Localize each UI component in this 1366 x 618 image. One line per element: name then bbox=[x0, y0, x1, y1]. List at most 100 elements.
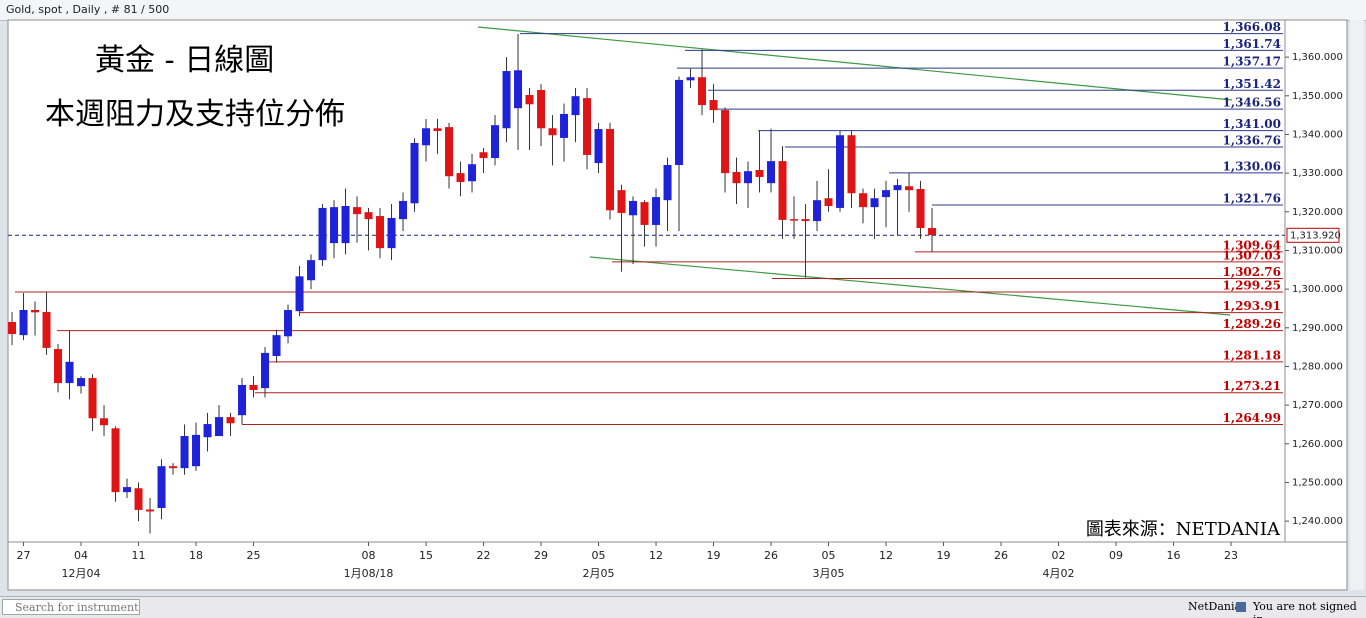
candle-body bbox=[767, 161, 776, 184]
y-tick-label: 1,280.000 bbox=[1292, 361, 1343, 372]
candle-body bbox=[8, 321, 17, 334]
candle-body bbox=[698, 77, 707, 106]
y-tick-label: 1,240.000 bbox=[1292, 516, 1343, 527]
support-label: 1,289.26 bbox=[1223, 317, 1281, 331]
candle-body bbox=[732, 171, 741, 184]
brand: NetDania bbox=[1188, 600, 1242, 613]
candle-body bbox=[134, 488, 143, 510]
scrollbar bbox=[1350, 20, 1364, 590]
y-tick-label: 1,300.000 bbox=[1292, 284, 1343, 295]
candle-body bbox=[123, 487, 132, 493]
candle-body bbox=[836, 135, 845, 208]
x-tick-label: 04 bbox=[74, 549, 88, 562]
chart-subtitle: 本週阻力及支持位分佈 bbox=[45, 97, 345, 132]
candle-body bbox=[870, 198, 879, 208]
resistance-label: 1,366.08 bbox=[1223, 20, 1281, 34]
x-tick-label: 26 bbox=[764, 549, 778, 562]
candle-body bbox=[916, 188, 925, 229]
candle-body bbox=[537, 89, 546, 129]
status-bar: Search for instrument NetDania You are n… bbox=[0, 596, 1366, 618]
candle-body bbox=[824, 198, 833, 206]
resistance-label: 1,321.76 bbox=[1223, 191, 1281, 205]
y-tick-label: 1,290.000 bbox=[1292, 323, 1343, 334]
candle-body bbox=[755, 170, 764, 177]
candle-body bbox=[341, 205, 350, 244]
x-tick-label: 25 bbox=[247, 549, 261, 562]
candle-body bbox=[445, 127, 454, 177]
support-label: 1,299.25 bbox=[1223, 279, 1281, 293]
x-tick-label: 26 bbox=[994, 549, 1008, 562]
x-month-label: 1月08/18 bbox=[344, 567, 394, 580]
support-label: 1,264.99 bbox=[1223, 411, 1281, 425]
candle-body bbox=[31, 310, 40, 313]
candle-body bbox=[514, 70, 523, 109]
candle-body bbox=[387, 217, 396, 249]
candle-body bbox=[606, 129, 615, 211]
resistance-label: 1,357.17 bbox=[1223, 55, 1281, 69]
candle-body bbox=[261, 352, 270, 389]
x-tick-label: 12 bbox=[649, 549, 663, 562]
plot-area bbox=[7, 19, 1286, 543]
x-tick-label: 11 bbox=[132, 549, 146, 562]
candle-body bbox=[617, 190, 626, 213]
sign-in-status[interactable]: You are not signed in. bbox=[1253, 600, 1357, 618]
candle-body bbox=[928, 228, 937, 235]
candle-body bbox=[709, 100, 718, 111]
resistance-label: 1,361.74 bbox=[1223, 37, 1281, 51]
support-label: 1,281.18 bbox=[1223, 348, 1281, 362]
trend-line bbox=[477, 26, 1233, 101]
candle-body bbox=[272, 335, 281, 357]
candle-body bbox=[882, 190, 891, 198]
candle-body bbox=[376, 216, 385, 249]
support-label: 1,309.64 bbox=[1223, 238, 1281, 252]
candle-body bbox=[456, 173, 465, 183]
y-tick-label: 1,350.000 bbox=[1292, 91, 1343, 102]
x-tick-label: 23 bbox=[1224, 549, 1238, 562]
candle-body bbox=[157, 466, 166, 508]
header-info: Gold, spot , Daily , # 81 / 500 bbox=[6, 3, 170, 16]
candle-body bbox=[629, 200, 638, 216]
candle-body bbox=[778, 161, 787, 220]
candle-body bbox=[491, 125, 500, 159]
candle-body bbox=[721, 110, 730, 174]
chart: 黃金 - 日線圖 本週阻力及支持位分佈 圖表來源：NETDANIA 1,240.… bbox=[7, 19, 1364, 591]
candle-body bbox=[813, 200, 822, 222]
x-tick-label: 15 bbox=[419, 549, 433, 562]
x-tick-label: 22 bbox=[477, 549, 491, 562]
search-input[interactable]: Search for instrument bbox=[2, 599, 140, 615]
candle-body bbox=[19, 310, 28, 336]
x-tick-label: 29 bbox=[534, 549, 548, 562]
trend-line bbox=[589, 256, 1231, 316]
candle-body bbox=[410, 142, 419, 204]
x-axis-area bbox=[7, 541, 1348, 591]
candle-body bbox=[42, 311, 51, 348]
candle-body bbox=[318, 207, 327, 261]
candle-body bbox=[284, 310, 293, 337]
y-tick-label: 1,330.000 bbox=[1292, 168, 1343, 179]
candle-body bbox=[353, 207, 362, 215]
brand-icon bbox=[1236, 602, 1246, 612]
candle-body bbox=[54, 349, 63, 384]
candle-body bbox=[663, 165, 672, 201]
current-price-label: 1,313.920 bbox=[1290, 230, 1341, 241]
x-tick-label: 08 bbox=[362, 549, 376, 562]
resistance-label: 1,330.06 bbox=[1223, 159, 1281, 173]
x-tick-label: 02 bbox=[1052, 549, 1066, 562]
x-month-label: 4月02 bbox=[1043, 567, 1075, 580]
candle-body bbox=[525, 95, 534, 105]
candle-body bbox=[111, 428, 120, 493]
x-tick-label: 16 bbox=[1167, 549, 1181, 562]
y-tick-label: 1,270.000 bbox=[1292, 400, 1343, 411]
x-month-label: 12月04 bbox=[62, 567, 101, 580]
y-tick-label: 1,360.000 bbox=[1292, 52, 1343, 63]
resistance-label: 1,341.00 bbox=[1223, 117, 1281, 131]
support-label: 1,307.03 bbox=[1223, 248, 1281, 262]
x-tick-label: 09 bbox=[1109, 549, 1123, 562]
candle-body bbox=[146, 509, 155, 512]
candle-body bbox=[548, 128, 557, 136]
x-tick-label: 05 bbox=[822, 549, 836, 562]
resistance-label: 1,351.42 bbox=[1223, 77, 1281, 91]
candle-body bbox=[307, 260, 316, 281]
support-label: 1,273.21 bbox=[1223, 379, 1281, 393]
